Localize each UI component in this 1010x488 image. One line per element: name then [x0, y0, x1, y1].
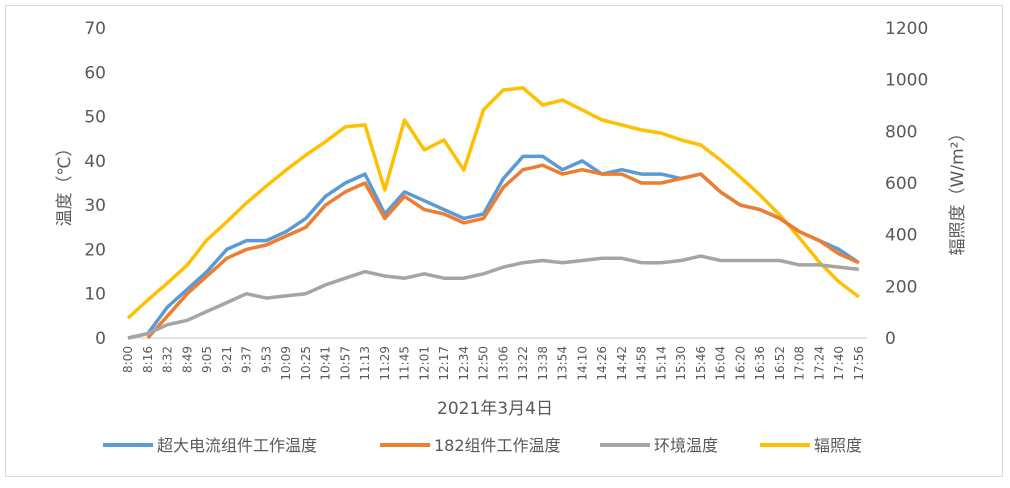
y2-axis-title: 辐照度（W/m²） — [948, 125, 968, 256]
y2-tick-label: 1000 — [885, 71, 928, 91]
y2-tick-label: 800 — [885, 122, 917, 142]
series-line-1 — [146, 163, 860, 340]
x-tick-label: 11:29 — [378, 346, 392, 381]
x-tick-label: 17:56 — [852, 346, 866, 381]
x-tick-label: 14:10 — [575, 346, 589, 381]
x-tick-label: 9:37 — [240, 346, 254, 373]
x-axis-title: 2021年3月4日 — [437, 399, 553, 419]
x-tick-label: 17:24 — [812, 346, 826, 381]
x-tick-label: 10:41 — [319, 346, 333, 381]
x-tick-label: 16:20 — [733, 346, 747, 381]
x-tick-label: 9:05 — [200, 346, 214, 373]
y-tick-label: 30 — [84, 196, 106, 216]
chart-frame — [5, 5, 1003, 477]
y-tick-label: 0 — [95, 329, 106, 349]
x-tick-label: 16:52 — [773, 346, 787, 381]
legend-label: 超大电流组件工作温度 — [157, 436, 317, 455]
y-tick-label: 20 — [84, 240, 106, 260]
y-tick-label: 10 — [84, 285, 106, 305]
x-tick-label: 10:09 — [279, 346, 293, 381]
x-tick-label: 8:32 — [161, 346, 175, 373]
x-tick-label: 13:38 — [536, 346, 550, 381]
y-tick-label: 60 — [84, 63, 106, 83]
x-tick-label: 8:00 — [121, 346, 135, 373]
y2-tick-label: 200 — [885, 277, 917, 297]
x-tick-label: 11:13 — [358, 346, 372, 381]
legend-label: 辐照度 — [814, 436, 862, 455]
legend-label: 环境温度 — [654, 436, 718, 455]
y-axis-title: 温度（℃） — [55, 139, 75, 226]
legend-label: 182组件工作温度 — [434, 436, 561, 455]
x-tick-label: 14:42 — [615, 346, 629, 381]
x-tick-label: 15:14 — [654, 346, 668, 381]
x-tick-label: 13:06 — [496, 346, 510, 381]
series-line-3 — [126, 86, 860, 320]
x-tick-label: 10:25 — [299, 346, 313, 381]
x-tick-label: 16:04 — [714, 346, 728, 381]
x-tick-label: 12:01 — [417, 346, 431, 381]
y-tick-label: 70 — [84, 19, 106, 39]
x-tick-label: 12:34 — [457, 346, 471, 381]
x-tick-label: 10:57 — [338, 346, 352, 381]
y2-tick-label: 0 — [885, 329, 896, 349]
x-tick-label: 11:45 — [398, 346, 412, 381]
x-tick-label: 8:49 — [180, 346, 194, 373]
y-tick-label: 40 — [84, 152, 106, 172]
x-tick-label: 16:36 — [753, 346, 767, 381]
x-tick-label: 17:08 — [793, 346, 807, 381]
y2-tick-label: 400 — [885, 226, 917, 246]
x-tick-label: 9:21 — [220, 346, 234, 373]
series-line-2 — [127, 254, 860, 340]
x-tick-label: 12:50 — [477, 346, 491, 381]
x-tick-label: 13:54 — [556, 346, 570, 381]
x-tick-label: 14:26 — [595, 346, 609, 381]
y2-tick-label: 600 — [885, 174, 917, 194]
x-tick-label: 14:58 — [635, 346, 649, 381]
x-tick-label: 8:16 — [141, 346, 155, 373]
x-tick-label: 17:40 — [832, 346, 846, 381]
y2-tick-label: 1200 — [885, 19, 928, 39]
y-tick-label: 50 — [84, 108, 106, 128]
x-tick-label: 15:30 — [674, 346, 688, 381]
x-tick-label: 12:17 — [437, 346, 451, 381]
x-tick-label: 13:22 — [516, 346, 530, 381]
x-tick-label: 9:53 — [259, 346, 273, 373]
x-tick-label: 15:46 — [694, 346, 708, 381]
